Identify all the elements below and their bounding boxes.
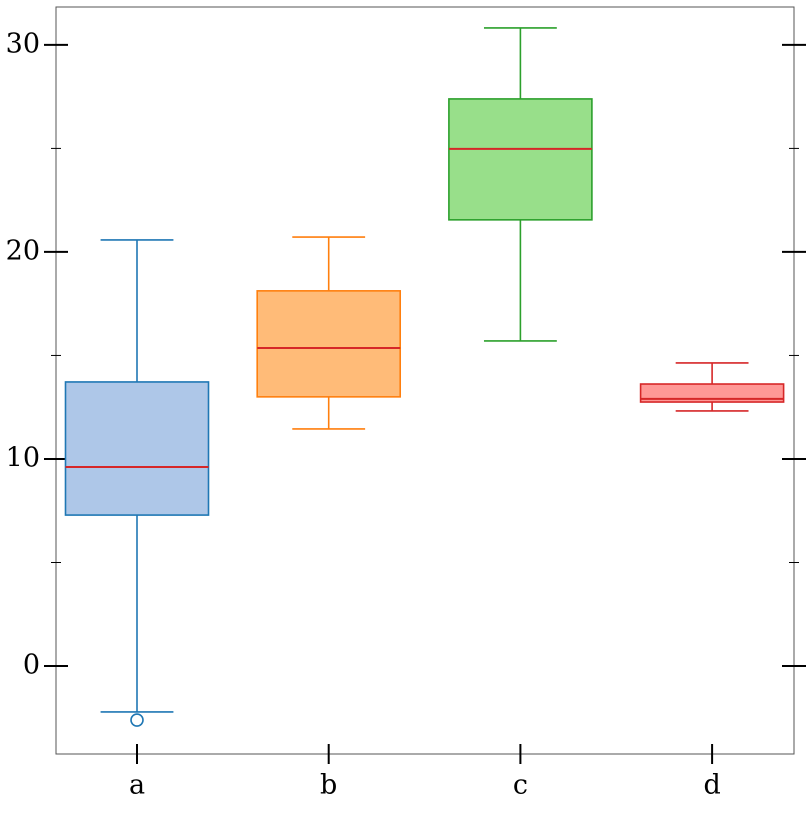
box <box>64 381 210 516</box>
x-tick-label: c <box>513 770 528 801</box>
x-tick-label: a <box>129 770 145 801</box>
y-tick-label: 0 <box>23 650 40 681</box>
box <box>256 290 402 398</box>
x-tick-label: d <box>703 770 720 801</box>
flier <box>130 713 144 727</box>
y-tick-label: 20 <box>6 235 40 266</box>
plot-frame <box>55 6 795 755</box>
y-tick-label: 30 <box>6 28 40 59</box>
y-tick-label: 10 <box>6 442 40 473</box>
box <box>448 98 593 221</box>
box <box>639 383 785 403</box>
x-tick-label: b <box>320 770 337 801</box>
